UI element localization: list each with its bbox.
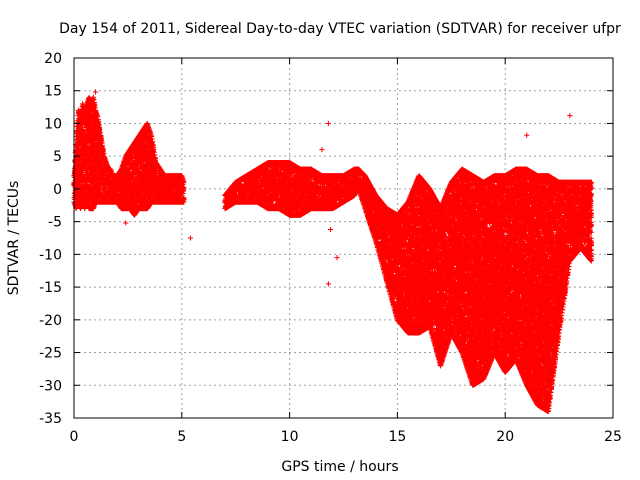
chart: Day 154 of 2011, Sidereal Day-to-day VTE… <box>0 0 640 480</box>
chart-title: Day 154 of 2011, Sidereal Day-to-day VTE… <box>59 21 621 37</box>
scatter-points <box>71 89 594 414</box>
